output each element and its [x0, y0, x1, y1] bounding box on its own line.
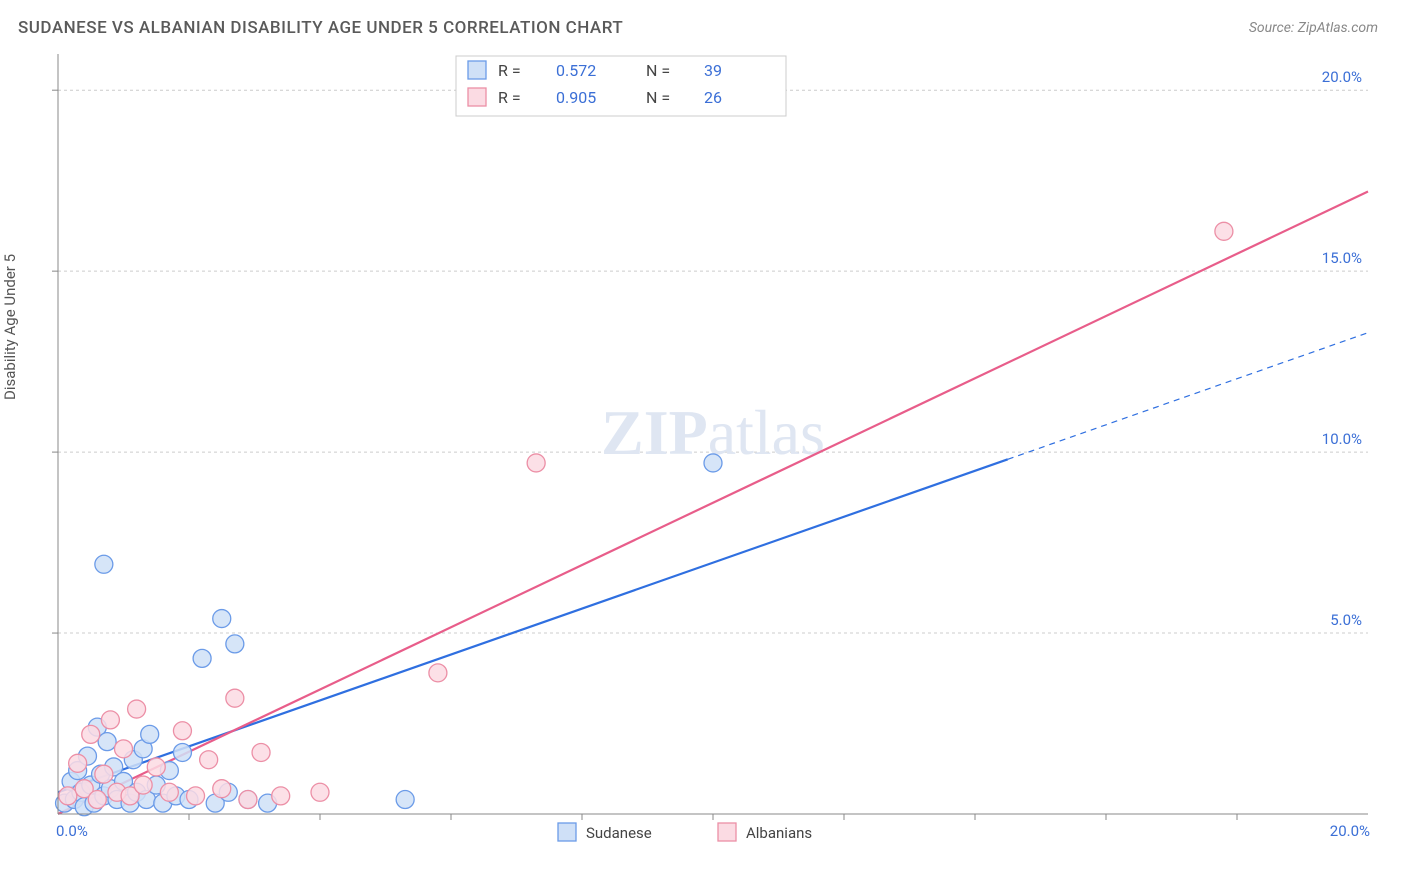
scatter-point [429, 664, 447, 682]
source-label: Source: ZipAtlas.com [1249, 20, 1378, 36]
scatter-point [704, 454, 722, 472]
scatter-point [173, 722, 191, 740]
scatter-point [239, 791, 257, 809]
y-tick-label: 5.0% [1330, 611, 1362, 629]
scatter-point [82, 725, 100, 743]
scatter-point [59, 787, 77, 805]
trend-line [58, 459, 1008, 792]
scatter-point [1215, 222, 1233, 240]
legend-series-label: Sudanese [586, 824, 652, 842]
scatter-point [115, 740, 133, 758]
scatter-point [193, 649, 211, 667]
legend-r-value: 0.905 [556, 88, 596, 107]
y-tick-label: 10.0% [1322, 430, 1362, 448]
legend-swatch [558, 823, 576, 841]
legend-n-label: N = [646, 61, 670, 80]
scatter-point [69, 754, 87, 772]
legend-r-label: R = [498, 61, 521, 80]
scatter-point [95, 765, 113, 783]
scatter-point [160, 783, 178, 801]
scatter-point [226, 635, 244, 653]
scatter-point [396, 791, 414, 809]
chart-title: SUDANESE VS ALBANIAN DISABILITY AGE UNDE… [18, 18, 623, 38]
legend-series-label: Albanians [746, 824, 812, 842]
scatter-point [226, 689, 244, 707]
scatter-point [527, 454, 545, 472]
legend-swatch [468, 61, 486, 79]
y-tick-label: 15.0% [1322, 249, 1362, 267]
x-tick-label: 20.0% [1330, 822, 1370, 840]
scatter-point [272, 787, 290, 805]
x-tick-label: 0.0% [56, 822, 88, 840]
scatter-point [213, 610, 231, 628]
legend-r-value: 0.572 [556, 61, 596, 80]
scatter-point [252, 743, 270, 761]
scatter-point [98, 733, 116, 751]
trend-line-extrapolated [1008, 333, 1368, 460]
scatter-point [95, 555, 113, 573]
scatter-point [173, 743, 191, 761]
legend-swatch [718, 823, 736, 841]
scatter-point [200, 751, 218, 769]
legend-n-value: 39 [704, 61, 722, 80]
legend-r-label: R = [498, 88, 521, 107]
scatter-point [128, 700, 146, 718]
scatter-point [141, 725, 159, 743]
y-axis-label: Disability Age Under 5 [1, 254, 19, 400]
y-tick-label: 20.0% [1322, 68, 1362, 86]
correlation-scatter-chart: 5.0%10.0%15.0%20.0%ZIPatlas0.0%20.0%R =0… [18, 44, 1378, 884]
scatter-point [88, 791, 106, 809]
scatter-point [134, 776, 152, 794]
legend-n-value: 26 [704, 88, 722, 107]
legend-swatch [468, 88, 486, 106]
scatter-point [187, 787, 205, 805]
legend-n-label: N = [646, 88, 670, 107]
scatter-point [213, 780, 231, 798]
trend-line [58, 192, 1368, 814]
scatter-point [147, 758, 165, 776]
scatter-point [311, 783, 329, 801]
scatter-point [101, 711, 119, 729]
